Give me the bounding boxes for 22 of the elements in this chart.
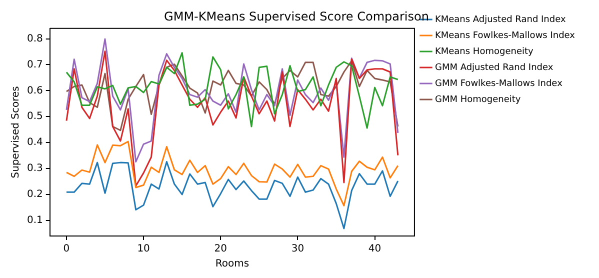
- legend-label: GMM Adjusted Rand Index: [434, 62, 554, 73]
- legend-label: KMeans Adjusted Rand Index: [434, 14, 566, 25]
- x-tick-label: 20: [214, 244, 227, 255]
- chart-title: GMM-KMeans Supervised Score Comparison: [164, 9, 429, 24]
- legend-label: KMeans Homogeneity: [434, 46, 534, 57]
- y-tick-label: 0.4: [26, 137, 43, 148]
- x-tick-label: 10: [137, 244, 150, 255]
- y-tick-label: 0.8: [26, 33, 43, 44]
- x-tick-label: 30: [291, 244, 304, 255]
- y-axis-title: Supervised Scores: [10, 86, 22, 178]
- y-tick-label: 0.6: [26, 85, 43, 96]
- legend-label: GMM Homogeneity: [434, 94, 522, 105]
- x-axis-title: Rooms: [215, 258, 250, 270]
- legend-label: KMeans Fowlkes-Mallows Index: [434, 30, 576, 41]
- y-tick-label: 0.2: [26, 189, 43, 200]
- x-tick-label: 0: [63, 244, 70, 255]
- x-tick-label: 40: [368, 244, 382, 255]
- y-tick-label: 0.7: [26, 59, 43, 70]
- y-tick-label: 0.3: [26, 163, 43, 174]
- y-tick-label: 0.5: [26, 111, 43, 122]
- y-tick-label: 0.1: [26, 215, 43, 226]
- legend-label: GMM Fowlkes-Mallows Index: [434, 78, 564, 89]
